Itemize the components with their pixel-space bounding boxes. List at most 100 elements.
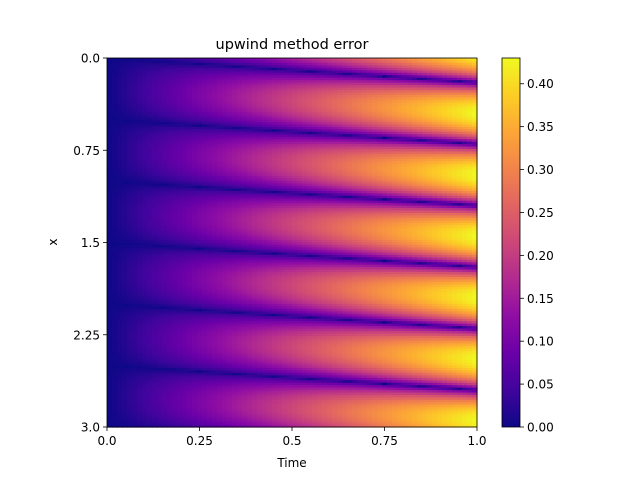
- heatmap-cell: [147, 274, 153, 278]
- heatmap-cell: [222, 89, 228, 94]
- heatmap-cell: [157, 222, 163, 226]
- heatmap-cell: [122, 365, 128, 369]
- heatmap-cell: [187, 129, 193, 133]
- heatmap-cell: [247, 232, 253, 236]
- heatmap-cell: [127, 375, 133, 379]
- heatmap-cell: [137, 60, 143, 64]
- heatmap-cell: [112, 168, 118, 172]
- heatmap-cell: [207, 422, 213, 426]
- heatmap-cell: [122, 269, 128, 273]
- heatmap-cell: [217, 424, 223, 428]
- heatmap-cell: [152, 286, 158, 290]
- heatmap-cell: [217, 195, 223, 199]
- heatmap-cell: [172, 323, 178, 327]
- heatmap-cell: [157, 237, 163, 241]
- heatmap-cell: [202, 392, 208, 396]
- heatmap-cell: [137, 257, 143, 261]
- heatmap-cell: [182, 114, 188, 118]
- heatmap-cell: [107, 131, 113, 135]
- heatmap-cell: [127, 237, 133, 241]
- heatmap-cell: [207, 183, 213, 187]
- heatmap-cell: [147, 257, 153, 261]
- heatmap-cell: [232, 222, 238, 226]
- heatmap-cell: [207, 99, 213, 103]
- heatmap-cell: [127, 370, 133, 374]
- heatmap-cell: [152, 178, 158, 182]
- heatmap-cell: [222, 419, 228, 423]
- heatmap-cell: [232, 75, 238, 79]
- heatmap-cell: [182, 276, 188, 280]
- heatmap-cell: [237, 363, 243, 367]
- heatmap-cell: [242, 87, 248, 91]
- heatmap-cell: [207, 414, 213, 418]
- heatmap-cell: [112, 306, 118, 310]
- heatmap-cell: [182, 328, 188, 332]
- heatmap-cell: [142, 215, 148, 219]
- heatmap-cell: [172, 171, 178, 175]
- heatmap-cell: [142, 323, 148, 327]
- heatmap-cell: [177, 104, 183, 108]
- heatmap-cell: [202, 163, 208, 167]
- heatmap-cell: [182, 178, 188, 182]
- heatmap-cell: [142, 205, 148, 209]
- heatmap-cell: [117, 370, 123, 374]
- heatmap-cell: [227, 171, 233, 175]
- heatmap-cell: [202, 264, 208, 268]
- heatmap-cell: [187, 308, 193, 312]
- heatmap-cell: [167, 62, 173, 66]
- heatmap-cell: [142, 208, 148, 212]
- heatmap-cell: [132, 348, 138, 352]
- heatmap-cell: [132, 195, 138, 199]
- heatmap-cell: [147, 225, 153, 229]
- heatmap-cell: [107, 129, 113, 133]
- heatmap-cell: [242, 313, 248, 317]
- heatmap-cell: [167, 318, 173, 322]
- heatmap-cell: [167, 417, 173, 421]
- heatmap-cell: [222, 262, 228, 266]
- heatmap-cell: [112, 390, 118, 394]
- heatmap-cell: [232, 358, 238, 362]
- heatmap-cell: [187, 340, 193, 344]
- heatmap-cell: [182, 289, 188, 293]
- heatmap-cell: [207, 210, 213, 214]
- heatmap-cell: [222, 343, 228, 347]
- heatmap-cell: [122, 414, 128, 418]
- heatmap-cell: [192, 58, 198, 62]
- heatmap-cell: [227, 62, 233, 66]
- heatmap-cell: [137, 188, 143, 192]
- heatmap-cell: [187, 301, 193, 305]
- heatmap-cell: [222, 190, 228, 194]
- heatmap-cell: [192, 343, 198, 347]
- heatmap-cell: [127, 77, 133, 81]
- heatmap-cell: [107, 107, 113, 111]
- heatmap-cell: [157, 144, 163, 148]
- heatmap-cell: [167, 60, 173, 64]
- heatmap-cell: [212, 399, 218, 403]
- heatmap-cell: [147, 259, 153, 263]
- heatmap-cell: [107, 156, 113, 160]
- heatmap-cell: [227, 109, 233, 113]
- heatmap-cell: [222, 149, 228, 153]
- heatmap-cell: [132, 92, 138, 96]
- heatmap-cell: [127, 259, 133, 263]
- heatmap-cell: [207, 195, 213, 199]
- heatmap-cell: [122, 188, 128, 192]
- heatmap-cell: [117, 407, 123, 411]
- heatmap-cell: [137, 323, 143, 327]
- heatmap-cell: [117, 272, 123, 276]
- heatmap-cell: [177, 193, 183, 197]
- heatmap-cell: [152, 353, 158, 357]
- heatmap-cell: [177, 227, 183, 231]
- heatmap-cell: [122, 75, 128, 79]
- heatmap-cell: [187, 291, 193, 295]
- heatmap-cell: [187, 158, 193, 162]
- heatmap-cell: [132, 139, 138, 143]
- heatmap-cell: [202, 331, 208, 335]
- heatmap-cell: [132, 244, 138, 249]
- heatmap-cell: [232, 294, 238, 298]
- heatmap-cell: [232, 399, 238, 403]
- heatmap-cell: [152, 323, 158, 327]
- heatmap-cell: [237, 237, 243, 241]
- heatmap-cell: [242, 121, 248, 126]
- heatmap-cell: [162, 311, 168, 315]
